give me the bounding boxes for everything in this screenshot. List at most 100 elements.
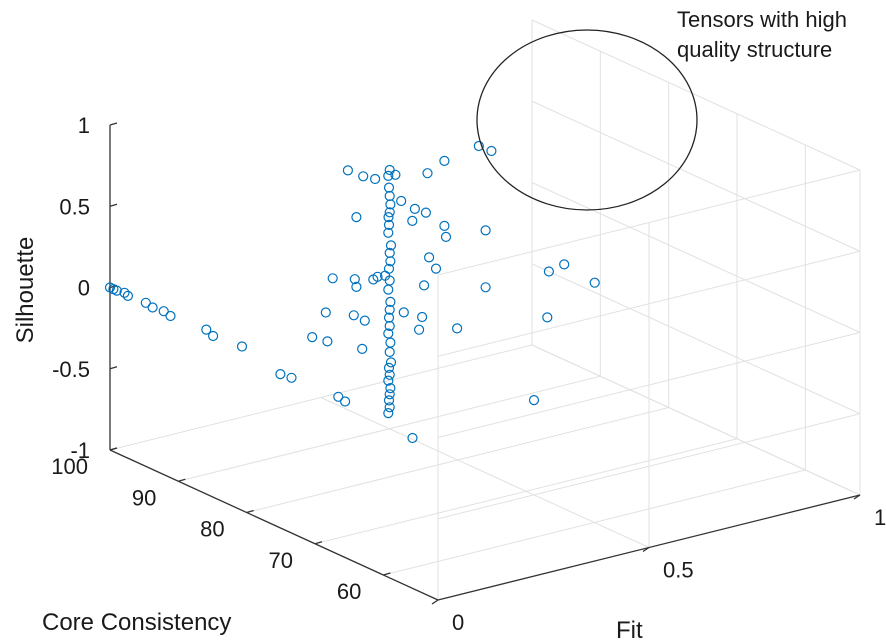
side-wall-grid-line <box>531 344 861 496</box>
data-point <box>440 231 452 242</box>
data-point <box>370 173 381 185</box>
data-point <box>480 282 491 293</box>
z-tick-mark <box>109 366 118 370</box>
data-point <box>208 330 219 342</box>
floor-grid-line <box>246 407 669 513</box>
y-axis-label: Core Consistency <box>42 609 231 636</box>
data-point <box>384 402 395 413</box>
y-tick-label: 100 <box>51 454 88 479</box>
data-point <box>357 343 368 354</box>
side-wall-grid-line <box>531 182 861 333</box>
data-point <box>528 395 540 406</box>
annotation-line-2: quality structure <box>677 37 832 62</box>
data-point <box>307 332 318 343</box>
y-tick-label: 80 <box>200 517 224 542</box>
data-point <box>383 395 395 406</box>
x-tick-mark <box>642 546 650 553</box>
floor-grid-line <box>314 438 738 545</box>
data-point <box>384 304 395 315</box>
data-point <box>119 287 130 298</box>
data-point <box>559 259 570 270</box>
data-point <box>383 375 394 386</box>
data-point <box>286 372 297 383</box>
z-tick-mark <box>109 122 118 126</box>
z-tick-label: -0.5 <box>52 357 90 382</box>
floor-grid-line <box>178 375 601 482</box>
data-point <box>111 285 122 296</box>
y-tick-label: 70 <box>269 548 293 573</box>
side-wall-grid-line <box>531 263 861 415</box>
data-point <box>589 277 600 288</box>
data-point <box>480 225 491 236</box>
data-point <box>385 296 396 307</box>
data-point <box>417 311 428 323</box>
data-point <box>383 284 394 295</box>
data-point <box>407 215 418 226</box>
data-point <box>385 337 396 348</box>
y-tick-mark <box>383 572 391 576</box>
data-point <box>342 165 353 176</box>
data-points <box>104 140 600 444</box>
y-tick-label: 60 <box>337 579 361 604</box>
data-point <box>398 307 409 318</box>
data-point <box>384 389 395 400</box>
z-tick-label: 0 <box>78 276 90 301</box>
side-wall-grid-line <box>531 19 861 171</box>
data-point <box>439 155 450 166</box>
data-point <box>165 310 176 322</box>
data-point <box>383 362 395 373</box>
data-point <box>383 408 394 419</box>
data-point <box>383 263 395 274</box>
data-point <box>422 168 433 179</box>
data-point <box>122 290 134 301</box>
y-tick-mark <box>314 541 323 545</box>
data-point <box>158 306 169 317</box>
data-point <box>409 203 420 214</box>
data-point <box>385 256 396 267</box>
y-tick-mark <box>109 447 118 451</box>
annotation-ellipse <box>476 29 698 211</box>
data-point <box>542 312 553 323</box>
annotation-line-1: Tensors with high <box>677 7 847 32</box>
data-point <box>439 220 450 231</box>
back-wall-grid-line <box>437 332 861 438</box>
data-point <box>351 212 362 223</box>
data-point <box>384 346 395 358</box>
data-point <box>236 341 248 352</box>
data-point <box>340 396 351 407</box>
z-tick-label: 0.5 <box>59 194 90 219</box>
x-tick-label: 0.5 <box>663 558 694 583</box>
data-point <box>414 324 425 335</box>
data-point <box>383 170 394 181</box>
z-axis-label: Silhouette <box>12 237 39 344</box>
data-point <box>351 281 362 292</box>
data-point <box>473 140 484 152</box>
data-point <box>327 273 338 284</box>
data-point <box>486 145 497 157</box>
data-point <box>140 297 151 308</box>
y-tick-mark <box>246 509 254 514</box>
floor-grid-line <box>383 469 806 576</box>
z-tick-label: -1 <box>70 438 90 463</box>
data-point <box>543 266 555 277</box>
data-point <box>384 190 395 202</box>
data-point <box>424 252 435 263</box>
data-point <box>275 369 286 380</box>
data-point <box>385 383 396 394</box>
back-wall-grid-line <box>437 169 861 276</box>
data-point <box>407 432 418 444</box>
data-point <box>322 336 333 347</box>
floor-grid-line <box>109 344 533 451</box>
z-tick-mark <box>109 203 118 207</box>
data-point <box>420 207 431 218</box>
data-point <box>419 280 430 291</box>
data-point <box>349 274 360 285</box>
data-point <box>383 182 395 193</box>
data-point <box>320 307 331 318</box>
x-tick-label: 1 <box>874 505 886 530</box>
data-point <box>201 324 212 335</box>
y-tick-label: 90 <box>132 485 156 510</box>
x-axis-label: Fit <box>616 617 643 642</box>
